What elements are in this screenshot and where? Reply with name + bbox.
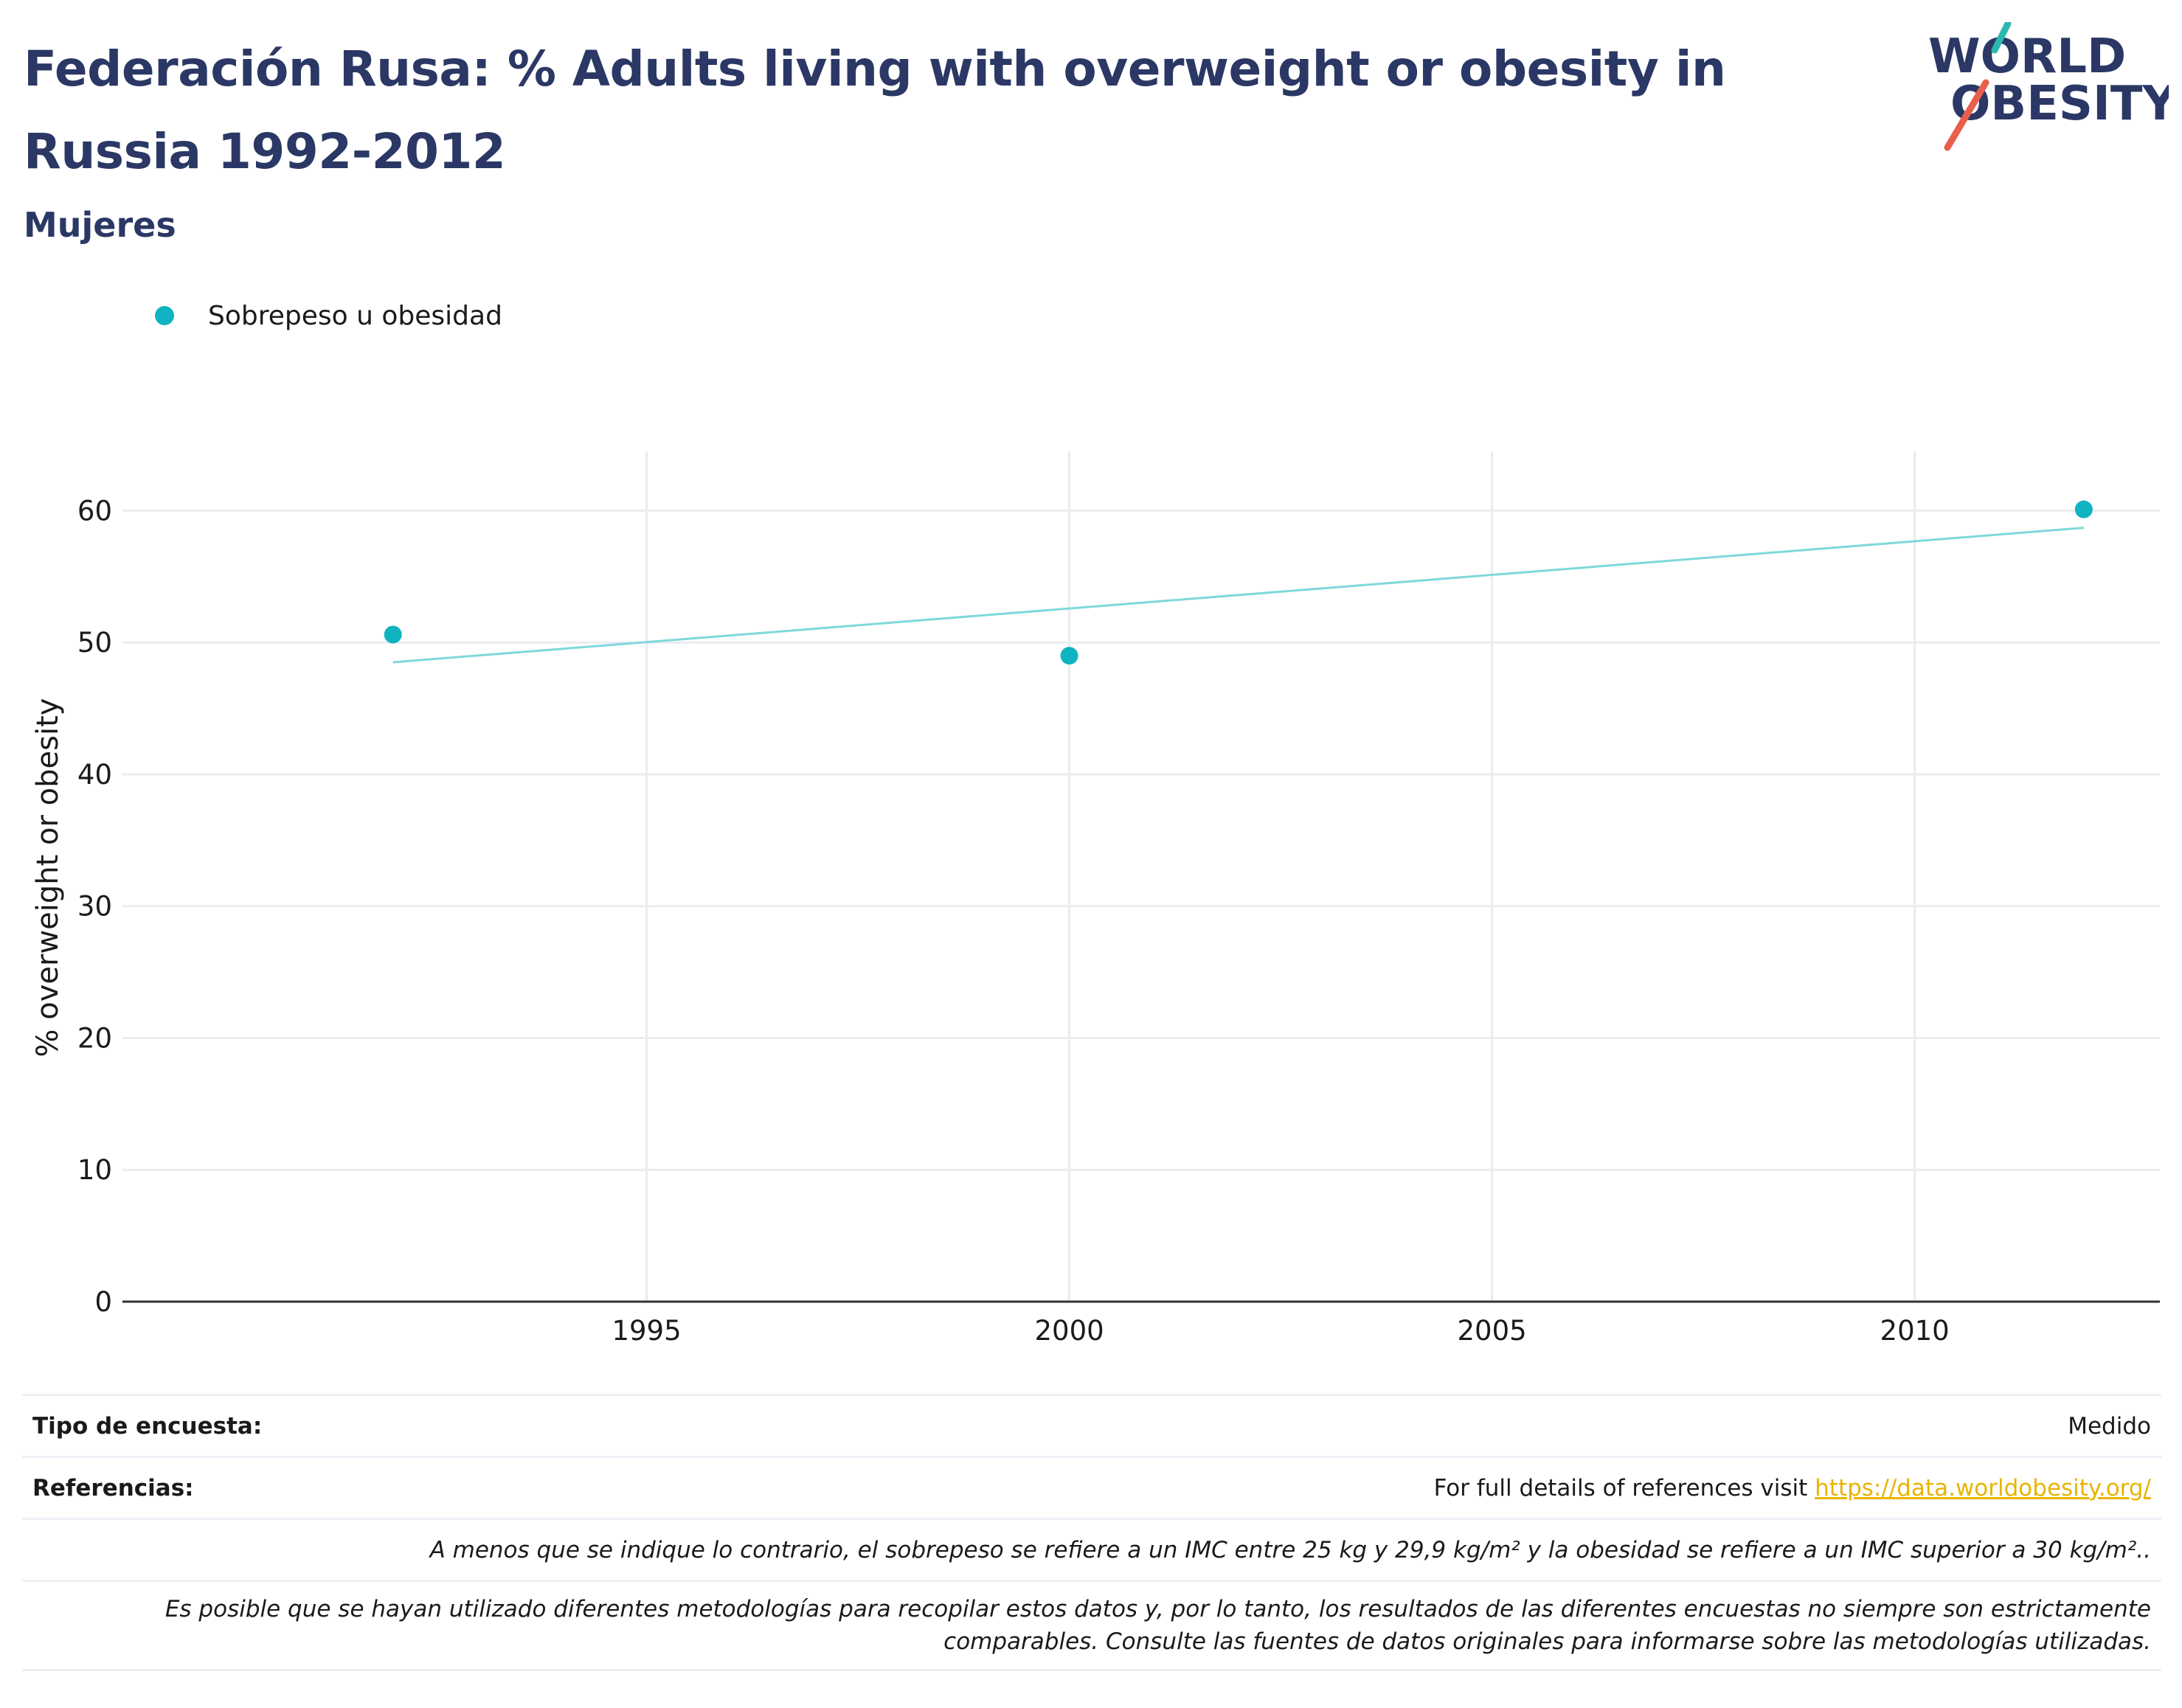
survey-type-label: Tipo de encuesta: [32, 1412, 263, 1440]
references-row: Referencias: For full details of referen… [22, 1456, 2161, 1518]
x-tick-label: 2010 [1880, 1315, 1950, 1347]
logo-word-world: WORLD [1928, 29, 2126, 84]
legend-label: Sobrepeso u obesidad [208, 300, 502, 331]
legend[interactable]: Sobrepeso u obesidad [155, 294, 502, 338]
methodology-note: Es posible que se hayan utilizado difere… [32, 1593, 2151, 1658]
axes: 0 10 20 30 40 50 60 1995 2000 2005 2010 [77, 495, 2160, 1347]
y-tick-label: 30 [77, 891, 112, 923]
data-point [1060, 647, 1078, 665]
survey-type-value: Medido [2068, 1412, 2151, 1440]
references-text: For full details of references visit [1433, 1474, 1815, 1502]
definition-note-row: A menos que se indique lo contrario, el … [22, 1518, 2161, 1580]
x-tick-label: 2000 [1034, 1315, 1104, 1347]
definition-note: A menos que se indique lo contrario, el … [429, 1536, 2151, 1563]
y-tick-label: 50 [77, 627, 112, 659]
survey-type-row: Tipo de encuesta: Medido [22, 1394, 2161, 1456]
methodology-note-row: Es posible que se hayan utilizado difere… [22, 1580, 2161, 1671]
y-tick-label: 0 [94, 1286, 112, 1318]
chart-title: Federación Rusa: % Adults living with ov… [24, 41, 1726, 180]
references-link[interactable]: https://data.worldobesity.org/ [1815, 1474, 2151, 1502]
methodology-note-line-1: Es posible que se hayan utilizado difere… [164, 1596, 2151, 1622]
scatter-chart: 0 10 20 30 40 50 60 1995 2000 2005 2010 % overweig… [31, 451, 2160, 1347]
logo-slash-red [1944, 79, 1989, 151]
y-tick-label: 20 [77, 1022, 112, 1054]
methodology-note-line-2: comparables. Consulte las fuentes de dat… [943, 1628, 2151, 1655]
footer-table: Tipo de encuesta: Medido Referencias: Fo… [22, 1394, 2161, 1671]
world-obesity-logo: WORLD OBESITY [1928, 22, 2169, 151]
references-value: For full details of references visit htt… [1434, 1475, 2151, 1502]
logo-slash-teal [1991, 22, 2012, 54]
data-point [2074, 500, 2093, 518]
references-label: Referencias: [32, 1474, 194, 1502]
trendline-layer [392, 527, 2084, 664]
y-tick-label: 10 [77, 1154, 112, 1186]
trendline [392, 527, 2084, 664]
y-tick-label: 40 [77, 759, 112, 791]
points-layer [384, 500, 2093, 665]
x-tick-label: 2005 [1458, 1315, 1527, 1347]
y-tick-label: 60 [77, 495, 112, 527]
y-axis-title: % overweight or obesity [31, 698, 65, 1058]
grid [122, 451, 2160, 1302]
legend-marker-icon [155, 306, 174, 325]
chart-subtitle: Mujeres [24, 205, 176, 245]
x-tick-label: 1995 [612, 1315, 681, 1347]
data-point [384, 625, 402, 644]
